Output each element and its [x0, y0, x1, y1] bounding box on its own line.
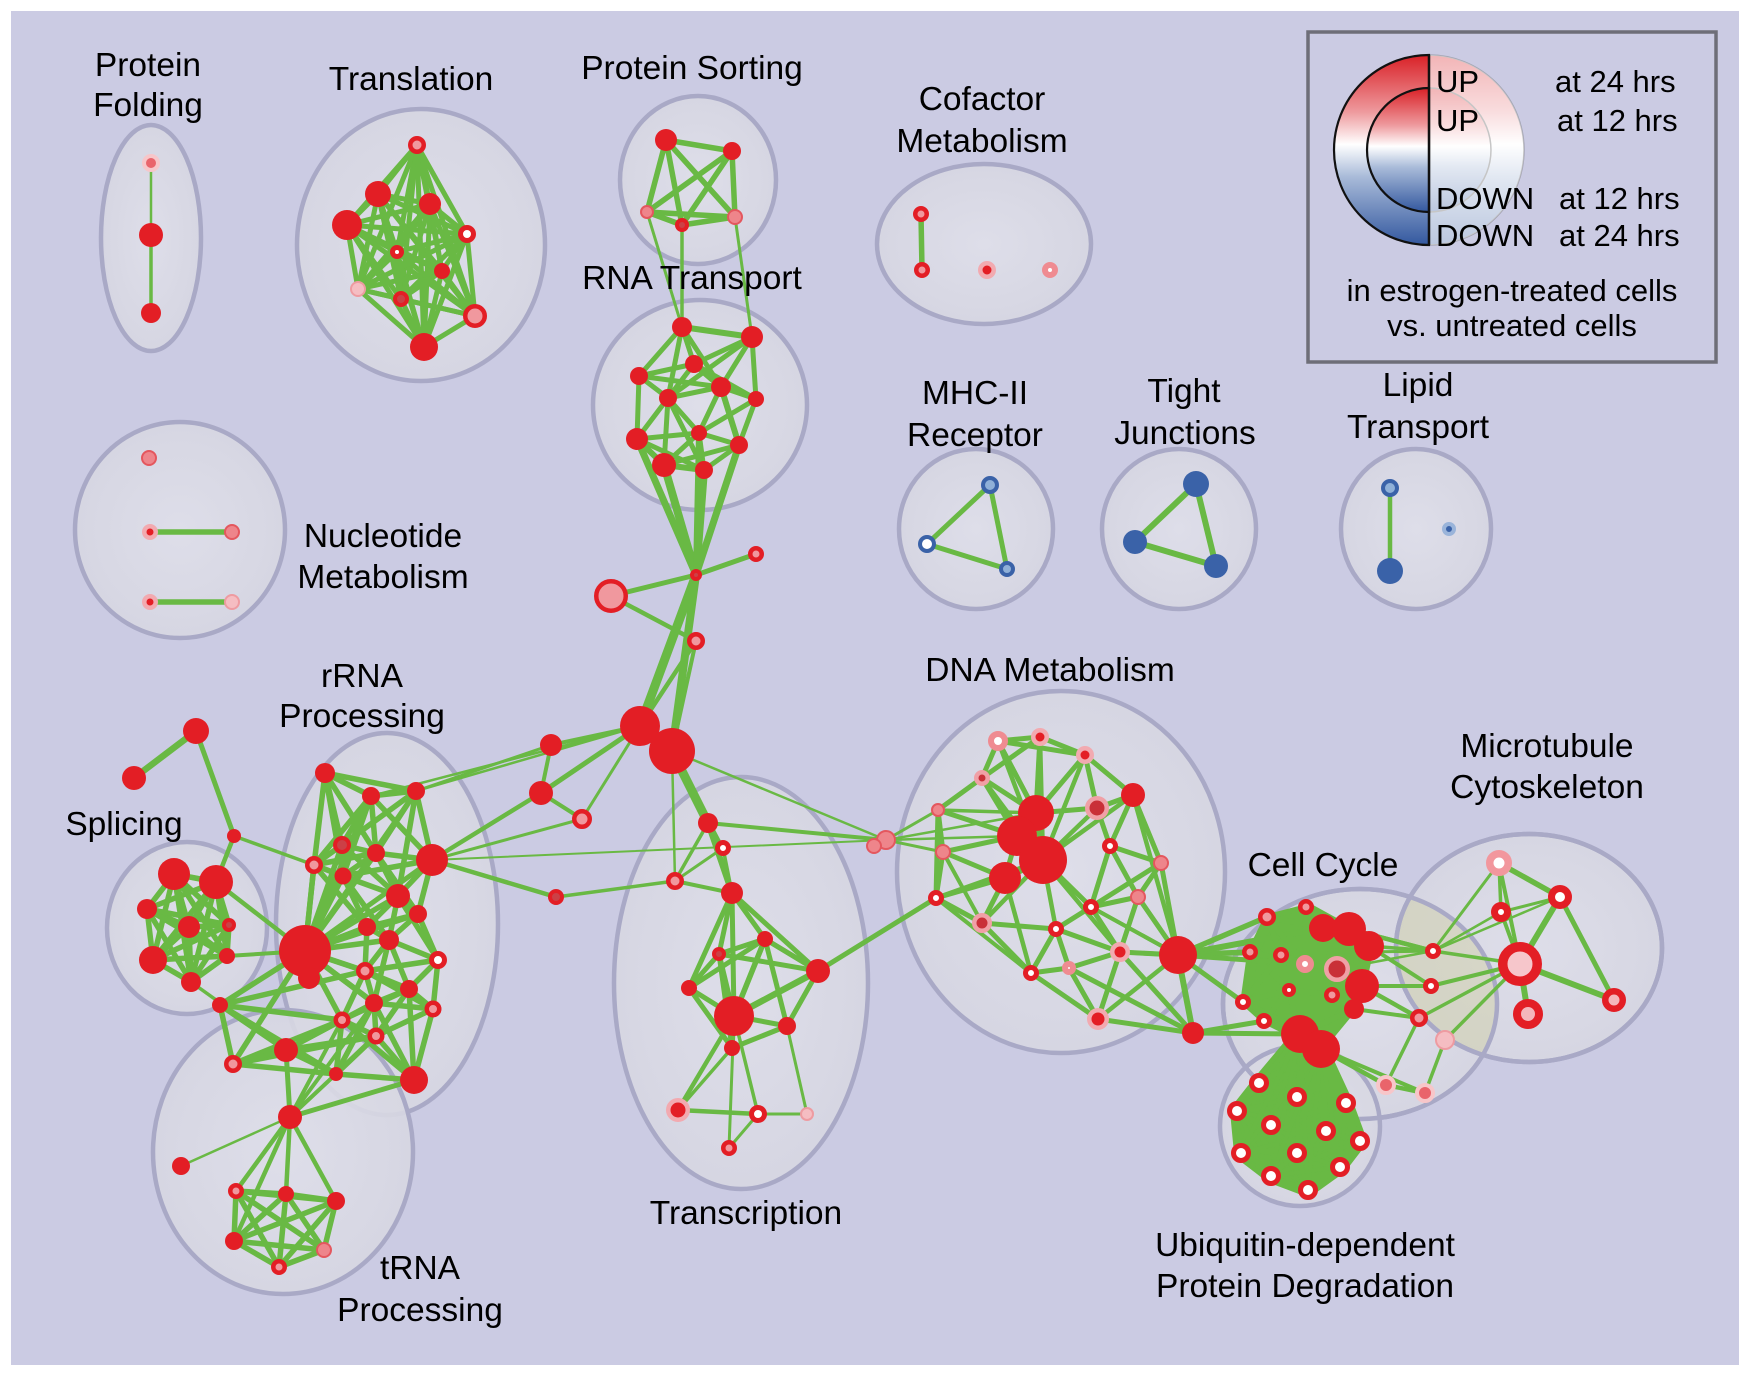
svg-text:at 12 hrs: at 12 hrs — [1557, 103, 1678, 138]
svg-text:vs. untreated cells: vs. untreated cells — [1387, 308, 1637, 343]
svg-text:DNA Metabolism: DNA Metabolism — [925, 652, 1174, 689]
svg-text:Junctions: Junctions — [1114, 415, 1256, 452]
svg-text:Protein: Protein — [95, 47, 201, 84]
svg-text:at 12 hrs: at 12 hrs — [1559, 181, 1680, 216]
svg-text:in estrogen-treated cells: in estrogen-treated cells — [1347, 273, 1678, 308]
svg-text:Lipid: Lipid — [1383, 367, 1454, 404]
svg-text:Microtubule: Microtubule — [1460, 728, 1633, 765]
svg-text:DOWN: DOWN — [1436, 181, 1534, 216]
svg-text:tRNA: tRNA — [380, 1250, 461, 1287]
svg-text:Protein Degradation: Protein Degradation — [1156, 1268, 1454, 1305]
svg-text:Transport: Transport — [1347, 409, 1490, 446]
svg-text:Splicing: Splicing — [65, 806, 182, 843]
svg-text:rRNA: rRNA — [321, 658, 404, 695]
svg-text:Cytoskeleton: Cytoskeleton — [1450, 769, 1644, 806]
svg-text:RNA Transport: RNA Transport — [582, 260, 802, 297]
svg-text:Cofactor: Cofactor — [919, 81, 1046, 118]
svg-text:Processing: Processing — [337, 1292, 503, 1329]
svg-text:at 24 hrs: at 24 hrs — [1555, 64, 1676, 99]
svg-text:Processing: Processing — [279, 698, 445, 735]
svg-text:UP: UP — [1436, 103, 1479, 138]
svg-text:DOWN: DOWN — [1436, 218, 1534, 253]
svg-text:Ubiquitin-dependent: Ubiquitin-dependent — [1155, 1227, 1456, 1264]
svg-text:Transcription: Transcription — [650, 1195, 842, 1232]
svg-text:MHC-II: MHC-II — [922, 375, 1028, 412]
svg-text:at 24 hrs: at 24 hrs — [1559, 218, 1680, 253]
svg-text:Metabolism: Metabolism — [297, 559, 468, 596]
svg-text:Protein Sorting: Protein Sorting — [581, 50, 803, 87]
svg-text:UP: UP — [1436, 64, 1479, 99]
svg-text:Folding: Folding — [93, 87, 203, 124]
svg-text:Receptor: Receptor — [907, 417, 1043, 454]
svg-text:Nucleotide: Nucleotide — [304, 518, 462, 555]
svg-text:Translation: Translation — [329, 61, 493, 98]
svg-text:Cell Cycle: Cell Cycle — [1248, 847, 1399, 884]
svg-text:Metabolism: Metabolism — [896, 123, 1067, 160]
svg-text:Tight: Tight — [1147, 373, 1221, 410]
